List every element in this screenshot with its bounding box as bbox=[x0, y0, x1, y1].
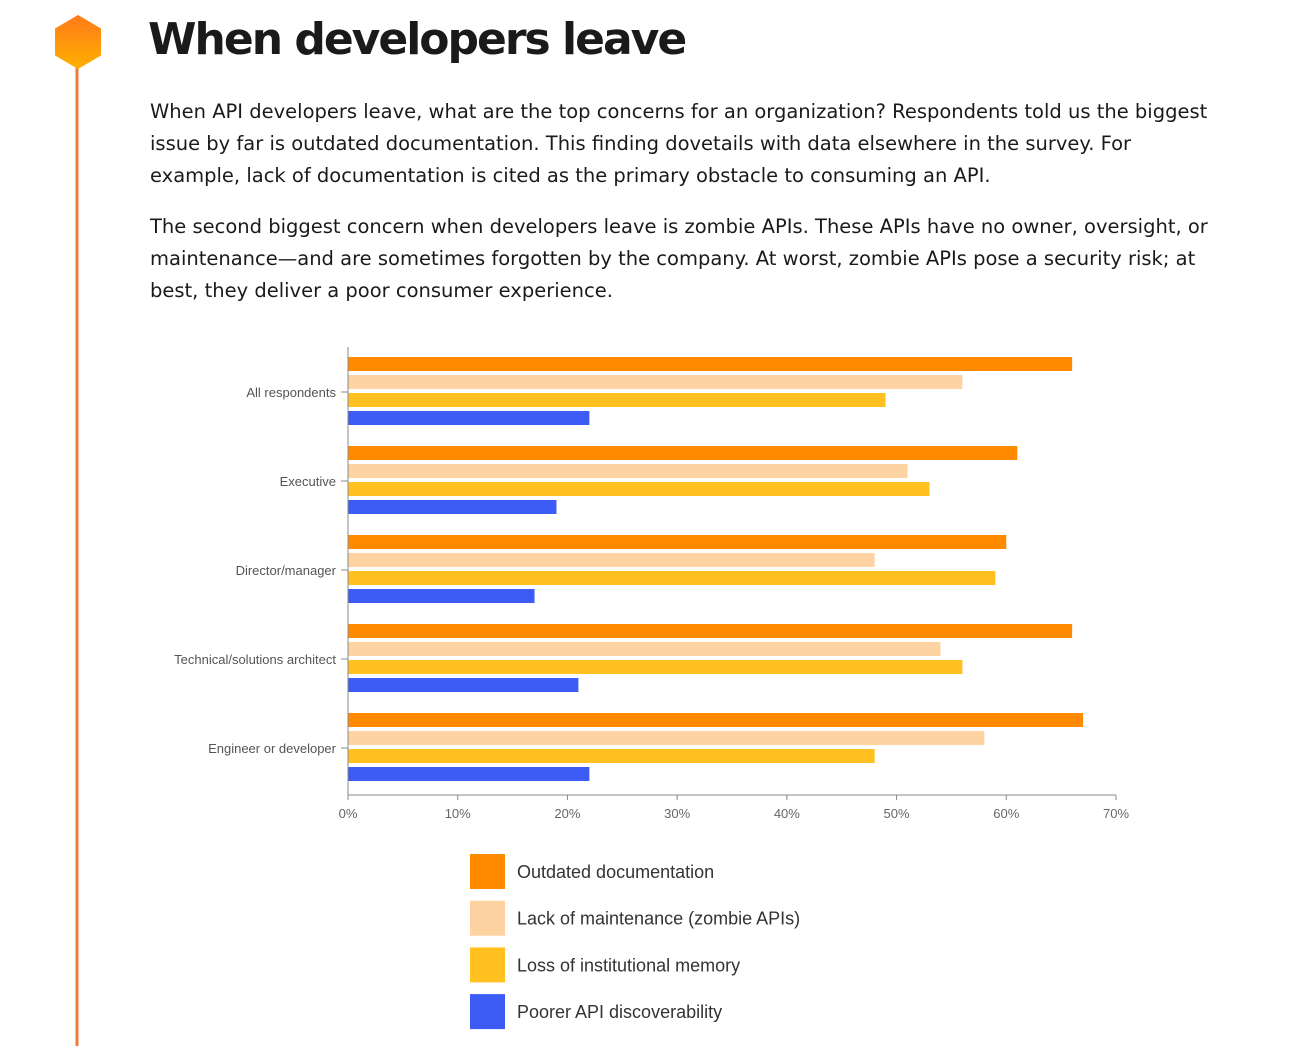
x-tick-label: 20% bbox=[554, 806, 580, 821]
y-tick-label: Director/manager bbox=[236, 563, 337, 578]
x-tick-label: 50% bbox=[884, 806, 910, 821]
legend-swatch bbox=[470, 854, 505, 889]
bar bbox=[348, 482, 930, 496]
bar bbox=[348, 375, 963, 389]
bar bbox=[348, 411, 590, 425]
section-title: When developers leave bbox=[148, 14, 687, 65]
y-tick-label: Technical/solutions architect bbox=[174, 652, 336, 667]
bar bbox=[348, 553, 875, 567]
x-tick-label: 30% bbox=[664, 806, 690, 821]
bar bbox=[348, 731, 985, 745]
legend-label: Outdated documentation bbox=[517, 862, 714, 882]
legend-swatch bbox=[470, 994, 505, 1030]
y-tick-label: Executive bbox=[280, 474, 336, 489]
bar bbox=[348, 393, 886, 407]
bar bbox=[348, 713, 1084, 727]
bar bbox=[348, 660, 963, 674]
bar bbox=[348, 767, 590, 781]
bar bbox=[348, 500, 557, 514]
bar bbox=[348, 749, 875, 763]
paragraph: The second biggest concern when develope… bbox=[150, 215, 1208, 302]
x-tick-label: 70% bbox=[1103, 806, 1129, 821]
bar bbox=[348, 642, 941, 656]
x-tick-label: 0% bbox=[339, 806, 358, 821]
bar bbox=[348, 464, 908, 478]
legend-label: Loss of institutional memory bbox=[517, 955, 740, 975]
bar bbox=[348, 589, 535, 603]
paragraph: When API developers leave, what are the … bbox=[150, 100, 1208, 187]
legend-swatch bbox=[470, 900, 505, 936]
bar bbox=[348, 357, 1073, 371]
bar bbox=[348, 624, 1073, 638]
x-tick-label: 60% bbox=[993, 806, 1019, 821]
x-tick-label: 10% bbox=[445, 806, 471, 821]
bar bbox=[348, 678, 579, 692]
y-tick-label: All respondents bbox=[246, 385, 336, 400]
y-tick-label: Engineer or developer bbox=[208, 741, 337, 756]
bar bbox=[348, 446, 1018, 460]
legend-label: Lack of maintenance (zombie APIs) bbox=[517, 909, 800, 929]
bar bbox=[348, 571, 996, 585]
bar bbox=[348, 535, 1007, 549]
legend-swatch bbox=[470, 947, 505, 983]
hexagon-icon bbox=[55, 15, 101, 69]
x-tick-label: 40% bbox=[774, 806, 800, 821]
legend-label: Poorer API discoverability bbox=[517, 1002, 722, 1022]
